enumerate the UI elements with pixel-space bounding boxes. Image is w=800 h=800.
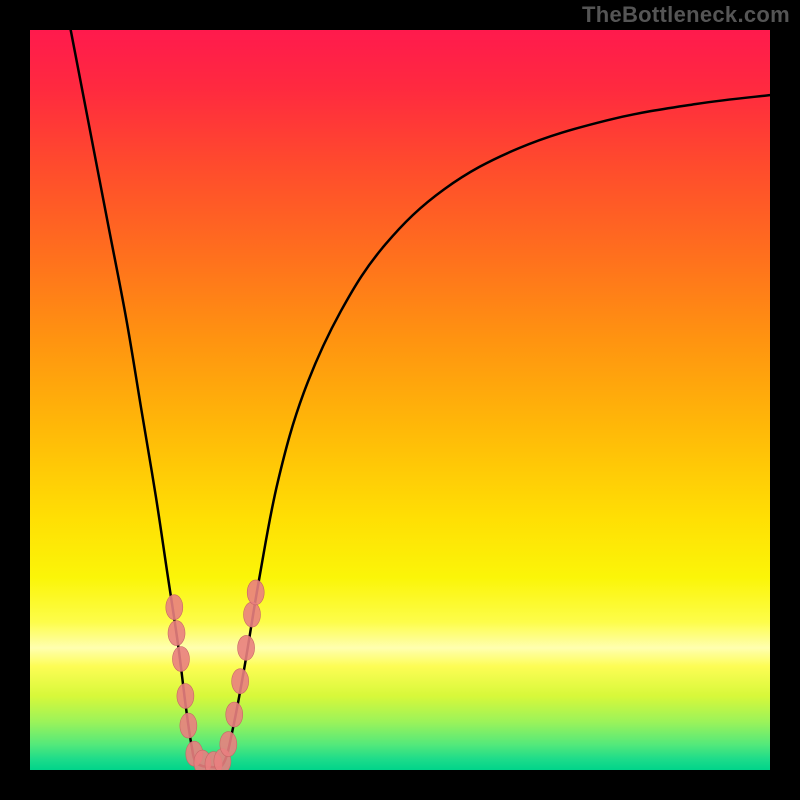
data-marker [247, 580, 264, 605]
data-marker [168, 621, 185, 646]
watermark-label: TheBottleneck.com [582, 2, 790, 28]
bottleneck-chart [0, 0, 800, 800]
page-root: TheBottleneck.com [0, 0, 800, 800]
data-marker [166, 595, 183, 620]
data-marker [172, 647, 189, 672]
data-marker [226, 702, 243, 727]
data-marker [232, 669, 249, 694]
data-marker [238, 635, 255, 660]
data-marker [180, 713, 197, 738]
data-marker [177, 684, 194, 709]
data-marker [220, 732, 237, 757]
data-marker [244, 602, 261, 627]
